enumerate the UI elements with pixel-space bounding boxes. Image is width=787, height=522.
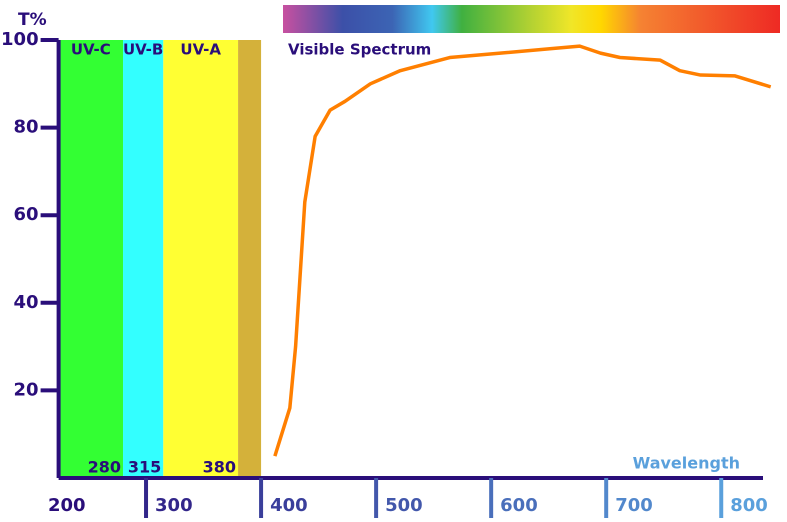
y-axis-label: T%	[18, 10, 47, 30]
band	[238, 40, 262, 478]
y-tick-label: 80	[14, 117, 39, 138]
x-tick-label: 300	[155, 495, 193, 516]
band-label: UV-B	[123, 41, 163, 59]
y-tick-label: 60	[14, 204, 39, 225]
y-tick-label: 40	[14, 292, 39, 313]
x-tick-label: 800	[730, 495, 768, 516]
band-label: UV-A	[180, 41, 221, 59]
x-tick-label: 400	[270, 495, 308, 516]
band-edge-label: 315	[128, 458, 161, 477]
spectrum-bar	[283, 5, 780, 33]
x-tick-label: 200	[48, 495, 86, 516]
x-tick-label: 700	[615, 495, 653, 516]
transmission-line	[273, 44, 772, 457]
band-edge-label: 280	[88, 458, 121, 477]
y-tick-label: 100	[1, 29, 39, 50]
x-tick-label: 600	[500, 495, 538, 516]
visible-label: Visible Spectrum	[288, 41, 431, 59]
band-label: UV-C	[71, 41, 111, 59]
x-axis-label: Wavelength	[633, 454, 740, 473]
band	[163, 40, 239, 478]
y-tick-label: 20	[14, 379, 39, 400]
x-tick-label: 500	[385, 495, 423, 516]
band	[123, 40, 164, 478]
band-edge-label: 380	[203, 458, 236, 477]
band	[58, 40, 124, 478]
